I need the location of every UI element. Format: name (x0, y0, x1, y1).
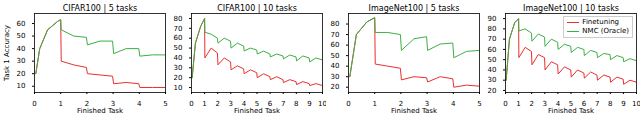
html-text:Finetuning: Finetuning (582, 18, 619, 26)
svg-text:0: 0 (346, 100, 350, 108)
svg-text:70: 70 (331, 31, 340, 39)
svg-text:20: 20 (488, 87, 497, 95)
svg-text:Finished Task: Finished Task (77, 107, 124, 114)
svg-text:Finished Task: Finished Task (234, 107, 281, 114)
svg-text:30: 30 (17, 57, 26, 65)
svg-text:3: 3 (229, 100, 233, 108)
svg-text:5: 5 (163, 100, 167, 108)
svg-text:20: 20 (331, 83, 340, 91)
svg-text:60: 60 (17, 20, 26, 28)
svg-text:40: 40 (488, 66, 497, 74)
svg-text:60: 60 (488, 46, 497, 54)
svg-text:6: 6 (267, 100, 273, 109)
svg-text:80: 80 (331, 20, 340, 28)
svg-text:40: 40 (174, 54, 183, 62)
svg-text:80: 80 (174, 15, 183, 23)
svg-text:1: 1 (202, 100, 206, 108)
svg-text:2: 2 (398, 100, 404, 109)
svg-text:4: 4 (555, 100, 561, 109)
svg-text:CIFAR100 | 10 tasks: CIFAR100 | 10 tasks (217, 4, 297, 13)
svg-text:5: 5 (254, 100, 260, 109)
svg-text:8: 8 (294, 100, 298, 108)
svg-text:ImageNet100 | 5 tasks: ImageNet100 | 5 tasks (369, 4, 460, 13)
svg-text:7: 7 (281, 100, 285, 108)
svg-text:3: 3 (110, 100, 116, 109)
svg-text:7: 7 (595, 100, 599, 108)
svg-text:30: 30 (488, 76, 497, 84)
svg-text:1: 1 (58, 100, 62, 108)
svg-text:30: 30 (174, 64, 183, 72)
svg-text:0: 0 (189, 100, 193, 108)
svg-text:0: 0 (32, 100, 36, 108)
svg-text:10: 10 (632, 100, 640, 108)
svg-text:90: 90 (488, 15, 497, 23)
svg-text:60: 60 (331, 41, 340, 49)
svg-text:9: 9 (307, 100, 311, 108)
svg-text:3: 3 (424, 100, 430, 109)
svg-text:8: 8 (608, 100, 612, 108)
svg-text:50: 50 (488, 56, 497, 64)
svg-text:50: 50 (331, 52, 340, 60)
svg-text:9: 9 (621, 100, 625, 108)
svg-text:80: 80 (488, 25, 497, 33)
svg-text:40: 40 (331, 62, 340, 70)
svg-text:10: 10 (17, 82, 26, 90)
svg-text:ImageNet100 | 10 tasks: ImageNet100 | 10 tasks (523, 4, 619, 13)
svg-text:Finished Task: Finished Task (548, 107, 595, 114)
svg-text:3: 3 (543, 100, 547, 108)
svg-text:60: 60 (174, 34, 183, 42)
svg-text:4: 4 (137, 100, 142, 108)
svg-text:6: 6 (581, 100, 587, 109)
svg-text:20: 20 (174, 74, 183, 82)
svg-text:50: 50 (17, 32, 26, 40)
svg-text:70: 70 (174, 25, 183, 33)
svg-text:Task 1 Accuracy: Task 1 Accuracy (3, 25, 11, 82)
svg-text:Finished Task: Finished Task (391, 107, 438, 114)
svg-text:5: 5 (477, 100, 481, 108)
svg-text:5: 5 (568, 100, 574, 109)
svg-text:1: 1 (372, 100, 376, 108)
svg-text:50: 50 (174, 44, 183, 52)
svg-text:40: 40 (17, 45, 26, 53)
svg-text:CIFAR100 | 5 tasks: CIFAR100 | 5 tasks (63, 4, 138, 13)
svg-text:2: 2 (529, 100, 533, 108)
svg-text:10: 10 (318, 100, 326, 108)
svg-text:2: 2 (215, 100, 219, 108)
svg-text:30: 30 (331, 73, 340, 81)
svg-text:1: 1 (516, 100, 520, 108)
svg-text:0: 0 (503, 100, 507, 108)
svg-text:4: 4 (451, 100, 456, 108)
svg-text:2: 2 (84, 100, 90, 109)
svg-text:10: 10 (174, 84, 183, 92)
svg-text:20: 20 (17, 70, 26, 78)
svg-text:70: 70 (488, 35, 497, 43)
html-text:NMC (Oracle): NMC (Oracle) (582, 27, 629, 35)
svg-text:4: 4 (241, 100, 247, 109)
